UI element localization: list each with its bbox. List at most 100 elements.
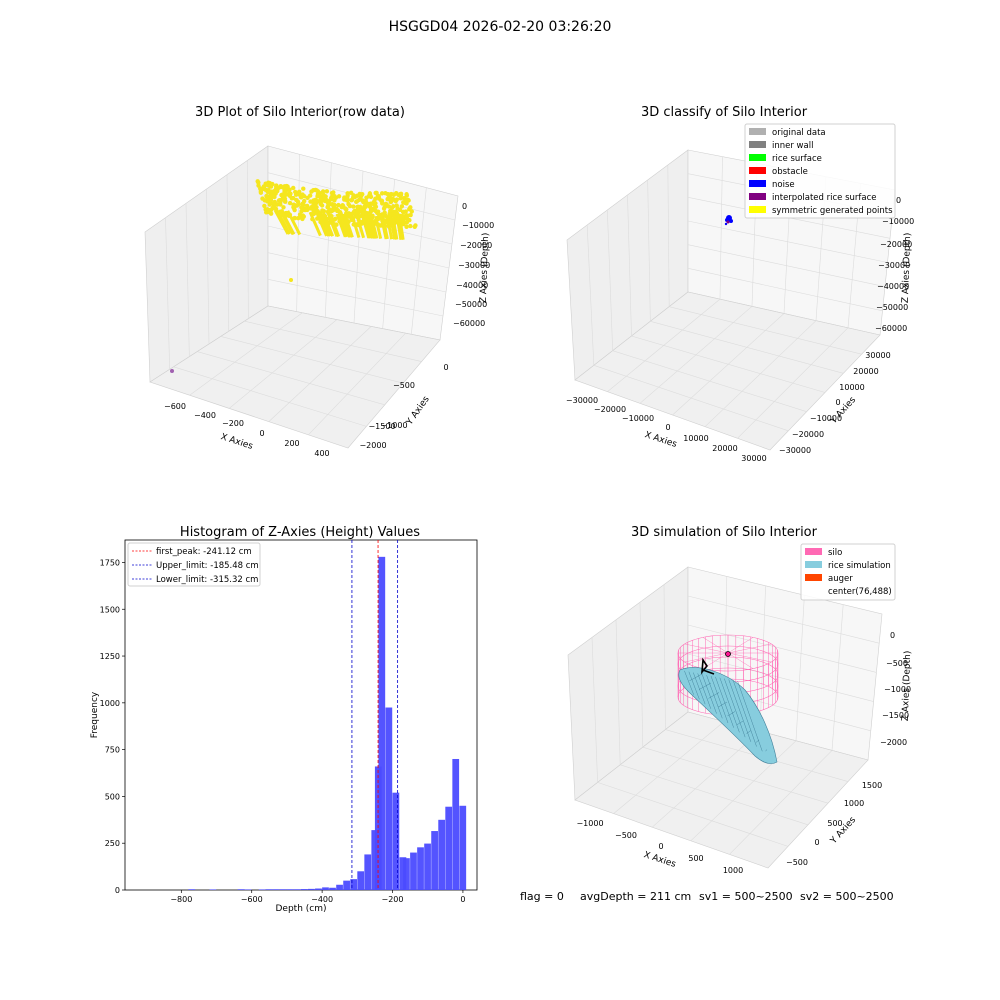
raw-point	[398, 196, 403, 201]
histogram-bar	[417, 847, 424, 890]
raw-point	[373, 190, 378, 196]
raw-point-streak	[389, 216, 397, 240]
raw-point	[313, 197, 318, 203]
raw-point	[387, 211, 392, 216]
raw-point	[282, 188, 287, 194]
raw-point-streak	[321, 212, 335, 237]
raw-point	[384, 202, 389, 207]
raw-point	[265, 189, 270, 195]
status-footer: flag = 0 avgDepth = 211 cm sv1 = 500~250…	[520, 890, 894, 903]
silo-top-spoke	[684, 643, 729, 654]
classify-3d-plot[interactable]: 3D classify of Silo Interior −30000 −200…	[566, 105, 914, 463]
rice-mesh-line	[765, 749, 768, 752]
raw-point	[311, 207, 316, 213]
avg-depth-text: avgDepth = 211 cm	[580, 890, 691, 903]
histogram-y-axis-label: Frequency	[90, 691, 100, 738]
simulation-z-axis-label: Z Axies (Depth)	[901, 651, 913, 722]
rice-mesh-line	[746, 730, 752, 734]
histogram-bar	[237, 889, 245, 890]
raw-point	[394, 203, 399, 208]
classify-x-tick: −20000	[594, 405, 626, 414]
depth-histogram[interactable]: Histogram of Z-Axies (Height) Values −80…	[90, 525, 478, 914]
histogram-legend: first_peak: -241.12 cm Upper_limit: -185…	[127, 542, 261, 587]
raw-point	[321, 192, 326, 198]
simulation-plot-title: 3D simulation of Silo Interior	[631, 525, 818, 540]
classify-z-ticks: 0 −10000 −20000 −30000 −40000 −50000 −60…	[875, 196, 914, 333]
classify-z-tick: 0	[896, 196, 901, 205]
simulation-x-axis-label: X Axies	[642, 850, 677, 870]
raw-point-streak	[340, 213, 351, 238]
raw-point	[256, 180, 261, 185]
raw-z-tick: −60000	[453, 319, 485, 328]
simulation-x-ticks: −1000 −500 0 500 1000	[576, 819, 743, 875]
rice-mesh-line	[727, 711, 736, 717]
histogram-frame	[124, 539, 478, 891]
raw-y-tick: 0	[443, 363, 448, 372]
raw-point	[281, 205, 286, 210]
simulation-z-tick: −2000	[880, 738, 907, 747]
simulation-x-tick: 500	[688, 854, 703, 863]
raw-point	[296, 202, 301, 207]
raw-point-streak	[280, 209, 296, 235]
raw-y-ticks: 0 −500 −1000 −1500 −2000	[359, 363, 448, 450]
raw-point-streak	[286, 210, 302, 236]
rice-mesh-line	[732, 680, 757, 747]
raw-point	[293, 189, 298, 195]
sv2-text: sv2 = 500~2500	[800, 890, 894, 903]
raw-point	[397, 207, 403, 213]
raw-x-ticks: −600 −400 −200 0 200 400	[164, 402, 330, 458]
raw-point	[301, 186, 306, 191]
raw-point-streak	[364, 215, 374, 239]
raw-point	[299, 205, 304, 210]
raw-point	[315, 189, 321, 194]
legend-swatch	[749, 180, 766, 187]
legend-entry: interpolated rice surface	[772, 193, 877, 203]
raw-point	[276, 198, 282, 203]
classify-z-tick: −30000	[878, 261, 910, 270]
legend-entry: Upper_limit: -185.48 cm	[156, 561, 259, 571]
raw-point	[330, 193, 335, 199]
raw-point-streak	[317, 212, 331, 237]
raw-point	[324, 189, 330, 194]
legend-entry: inner wall	[772, 141, 813, 151]
raw-point	[409, 209, 414, 214]
raw-point	[291, 185, 296, 191]
raw-data-3d-plot[interactable]: 3D Plot of Silo Interior(row data) −600 …	[144, 105, 494, 458]
histogram-bar	[431, 831, 438, 890]
legend-entry: Lower_limit: -315.32 cm	[156, 575, 258, 585]
histogram-bar	[445, 806, 453, 890]
histogram-bar	[371, 830, 379, 890]
raw-point	[337, 209, 343, 215]
raw-point	[272, 194, 277, 200]
histogram-bar	[410, 852, 417, 890]
raw-point	[262, 203, 267, 209]
raw-point	[368, 201, 374, 206]
legend-entry: rice surface	[772, 154, 822, 164]
raw-outlier-point	[170, 369, 174, 373]
raw-point-streak	[362, 215, 372, 239]
classify-x-tick: 0	[665, 423, 670, 432]
raw-point-streak	[275, 209, 291, 235]
legend-swatch	[749, 193, 766, 200]
raw-point-streak	[398, 217, 405, 240]
raw-point	[356, 207, 361, 212]
classify-y-tick: 30000	[865, 351, 890, 360]
legend-entry: auger	[828, 574, 853, 584]
raw-x-tick: 200	[284, 439, 299, 448]
raw-point	[404, 224, 409, 229]
rice-mesh-line	[698, 682, 712, 690]
raw-point	[408, 223, 413, 229]
silo-top-spoke	[727, 643, 772, 654]
simulation-legend: silo rice simulation auger center(76,488…	[800, 543, 896, 601]
raw-point	[353, 199, 359, 205]
raw-point	[300, 216, 305, 222]
simulation-3d-plot[interactable]: 3D simulation of Silo Interior −1000 −50…	[567, 525, 913, 875]
raw-point	[291, 202, 296, 207]
raw-plot-title: 3D Plot of Silo Interior(row data)	[195, 105, 405, 120]
raw-point	[347, 203, 353, 209]
x-tick-label: 0	[460, 895, 465, 904]
histogram-bar	[424, 843, 431, 890]
histogram-bar	[209, 889, 217, 890]
simulation-z-tick: −1500	[882, 711, 909, 720]
raw-point	[336, 194, 342, 199]
